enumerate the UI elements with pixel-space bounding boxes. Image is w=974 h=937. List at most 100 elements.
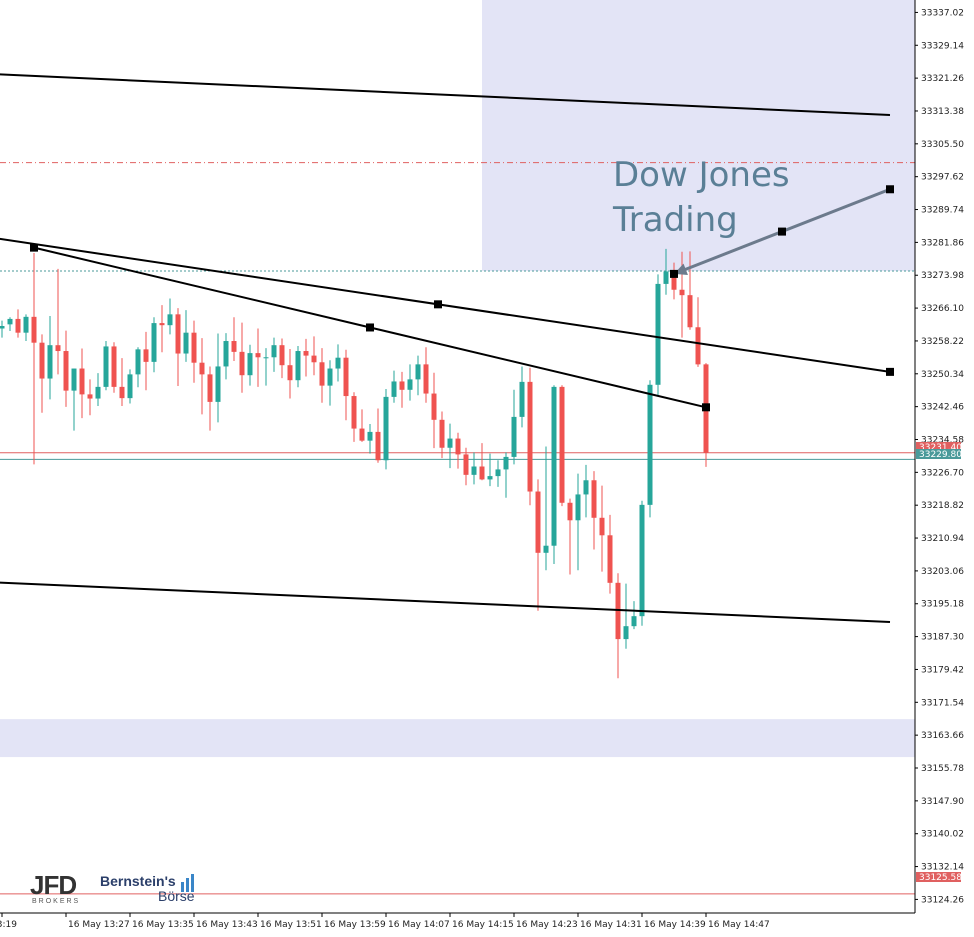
candle[interactable] (375, 408, 381, 463)
candle[interactable] (519, 366, 525, 428)
candle[interactable] (71, 368, 77, 431)
trendline-handle[interactable] (30, 243, 38, 252)
candle[interactable] (319, 348, 325, 403)
candle[interactable] (503, 452, 509, 498)
candle[interactable] (615, 573, 621, 679)
candle[interactable] (631, 601, 637, 630)
candle[interactable] (527, 367, 533, 506)
candle[interactable] (271, 337, 277, 372)
candle[interactable] (335, 344, 341, 382)
candle[interactable] (303, 338, 309, 377)
candle[interactable] (559, 385, 565, 507)
candle[interactable] (671, 262, 677, 300)
candle[interactable] (311, 336, 317, 376)
candle[interactable] (255, 328, 261, 387)
candle[interactable] (183, 310, 189, 362)
bottom-channel-line[interactable] (0, 581, 891, 624)
candle[interactable] (367, 423, 373, 454)
candle[interactable] (487, 453, 493, 487)
candle[interactable] (599, 485, 605, 572)
candle[interactable] (103, 341, 109, 391)
candle[interactable] (191, 320, 197, 383)
candle[interactable] (231, 317, 237, 362)
candle[interactable] (423, 347, 429, 403)
candle[interactable] (663, 248, 669, 295)
candle[interactable] (479, 443, 485, 481)
candle[interactable] (407, 364, 413, 401)
candle[interactable] (655, 274, 661, 396)
candle[interactable] (415, 355, 421, 396)
candle[interactable] (223, 333, 229, 380)
candle[interactable] (639, 500, 645, 626)
candle[interactable] (31, 253, 37, 465)
candle[interactable] (287, 348, 293, 399)
candle[interactable] (111, 342, 117, 393)
candle[interactable] (687, 251, 693, 330)
candle[interactable] (87, 379, 93, 416)
top-channel-line[interactable] (0, 73, 891, 117)
candle[interactable] (383, 388, 389, 470)
trendline-handle[interactable] (434, 300, 442, 309)
candle[interactable] (39, 334, 45, 413)
candle[interactable] (239, 322, 245, 393)
candle[interactable] (359, 409, 365, 442)
candle[interactable] (135, 347, 141, 388)
candle[interactable] (551, 385, 557, 565)
candle[interactable] (279, 338, 285, 379)
candle[interactable] (119, 358, 125, 407)
candle[interactable] (607, 514, 613, 594)
candle[interactable] (575, 473, 581, 571)
candle[interactable] (431, 372, 437, 449)
trendline-handle[interactable] (886, 185, 894, 194)
candle[interactable] (455, 432, 461, 469)
candle[interactable] (391, 370, 397, 403)
steep-trend-line[interactable] (30, 243, 710, 412)
candle[interactable] (695, 297, 701, 367)
candle[interactable] (15, 309, 21, 338)
candle[interactable] (55, 268, 61, 375)
candle[interactable] (63, 330, 69, 407)
candle[interactable] (591, 471, 597, 550)
candle[interactable] (583, 464, 589, 518)
candle[interactable] (263, 348, 269, 386)
candle[interactable] (647, 380, 653, 518)
candle[interactable] (343, 349, 349, 421)
trendline-handle[interactable] (670, 269, 678, 278)
pointer-arrow[interactable] (670, 185, 894, 278)
candle[interactable] (471, 452, 477, 485)
candle[interactable] (703, 363, 709, 467)
candle[interactable] (127, 369, 133, 404)
trendline-handle[interactable] (886, 367, 894, 376)
candle[interactable] (143, 331, 149, 391)
candle[interactable] (399, 371, 405, 408)
candle[interactable] (95, 373, 101, 407)
candle[interactable] (535, 479, 541, 611)
candle[interactable] (543, 446, 549, 571)
upper-trend-line[interactable] (0, 233, 894, 376)
candle[interactable] (447, 423, 453, 469)
candle[interactable] (463, 447, 469, 486)
candle[interactable] (295, 346, 301, 388)
trendlines-layer[interactable] (0, 73, 894, 624)
candle[interactable] (351, 392, 357, 442)
candle[interactable] (151, 317, 157, 373)
candle[interactable] (567, 498, 573, 575)
trendline-handle[interactable] (702, 403, 710, 412)
candle[interactable] (0, 320, 5, 338)
candle[interactable] (623, 583, 629, 649)
candle[interactable] (7, 317, 13, 332)
candle[interactable] (207, 366, 213, 431)
candle[interactable] (47, 316, 53, 400)
candle[interactable] (247, 344, 253, 386)
candle[interactable] (159, 305, 165, 353)
candle[interactable] (79, 348, 85, 419)
candle[interactable] (511, 389, 517, 465)
candle[interactable] (175, 308, 181, 387)
candle[interactable] (495, 460, 501, 487)
candle[interactable] (439, 411, 445, 459)
candle[interactable] (23, 314, 29, 342)
trendline-handle[interactable] (778, 227, 786, 236)
candle[interactable] (327, 360, 333, 406)
candles-layer[interactable] (0, 248, 709, 679)
